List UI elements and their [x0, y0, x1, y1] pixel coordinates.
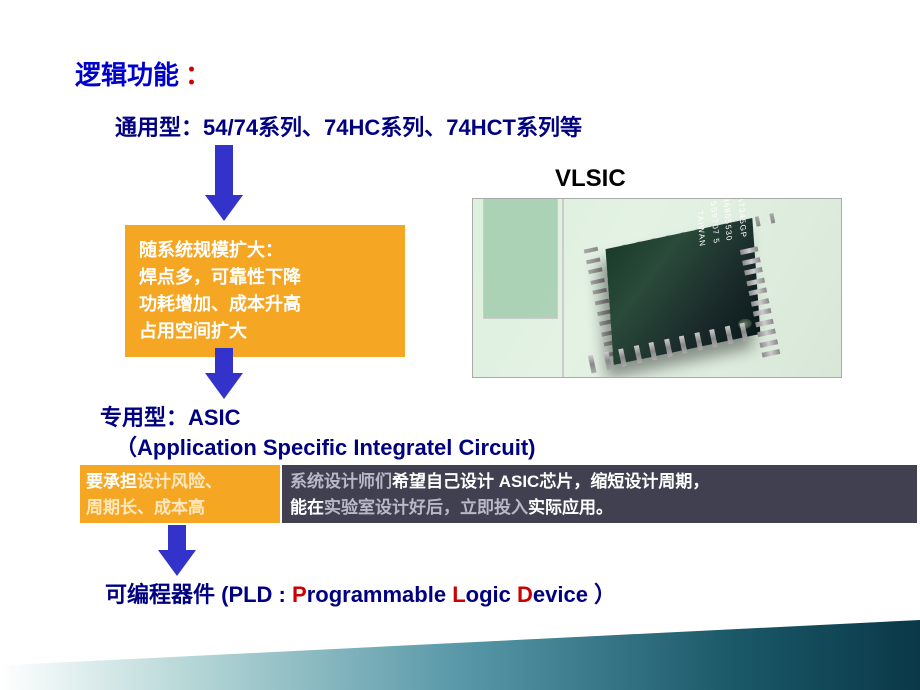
risks-seg3: 周期长、成本高 — [86, 498, 205, 517]
chip-marking-1: SAA7345GP — [735, 198, 748, 239]
wish-seg4: 实验室设计好后，立即投入 — [324, 498, 528, 517]
pld-label: 可编程器件 (PLD : Programmable Logic Device ） — [105, 577, 616, 609]
arrow-1-stem — [215, 145, 233, 195]
arrow-1-head — [205, 195, 243, 221]
title-colon: ： — [185, 60, 211, 90]
pld-p2: rogrammable — [307, 582, 453, 607]
pld-letter-d: D — [517, 582, 533, 607]
title-text: 逻辑功能 — [75, 60, 179, 90]
footer-gradient — [0, 620, 920, 690]
pld-p4: evice ） — [533, 582, 616, 607]
arrow-2-head — [205, 373, 243, 399]
asic-risks-box: 要承担设计风险、周期长、成本高 — [80, 465, 280, 523]
pld-letter-p: P — [292, 582, 307, 607]
issues-line3: 功耗增加、成本升高 — [139, 291, 391, 318]
vlsic-label: VLSIC — [555, 165, 626, 193]
chip-bg-3 — [483, 198, 558, 319]
issues-line1: 随系统规模扩大： — [139, 237, 391, 264]
page-title: 逻辑功能： — [75, 55, 211, 92]
risks-seg1: 要承担 — [86, 472, 137, 491]
arrow-2-stem — [215, 348, 233, 373]
risks-seg2: 设计风险、 — [137, 472, 222, 491]
asic-title: 专用型：ASIC — [100, 400, 241, 432]
chip-image: SAA7345GP 86805530 BSS9707 5 TAIWAN — [472, 198, 842, 378]
wish-seg5: 实际应用。 — [528, 498, 613, 517]
issues-line4: 占用空间扩大 — [139, 318, 391, 345]
arrow-3-stem — [168, 525, 186, 550]
pld-letter-l: L — [452, 582, 465, 607]
pld-p3: ogic — [466, 582, 517, 607]
wish-seg1: 系统设计师们 — [290, 472, 392, 491]
wish-seg2: 希望自己设计 ASIC芯片，缩短设计周期， — [392, 472, 709, 491]
wish-seg3: 能在 — [290, 498, 324, 517]
designer-wish-box: 系统设计师们希望自己设计 ASIC芯片，缩短设计周期， 能在实验室设计好后，立即投… — [282, 465, 917, 523]
issues-line2: 焊点多，可靠性下降 — [139, 264, 391, 291]
asic-subtitle: （Application Specific Integratel Circuit… — [115, 430, 536, 462]
general-series-label: 通用型：54/74系列、74HC系列、74HCT系列等 — [115, 110, 582, 142]
arrow-3-head — [158, 550, 196, 576]
issues-box: 随系统规模扩大： 焊点多，可靠性下降 功耗增加、成本升高 占用空间扩大 — [125, 225, 405, 357]
pld-p1: 可编程器件 (PLD : — [105, 582, 292, 607]
